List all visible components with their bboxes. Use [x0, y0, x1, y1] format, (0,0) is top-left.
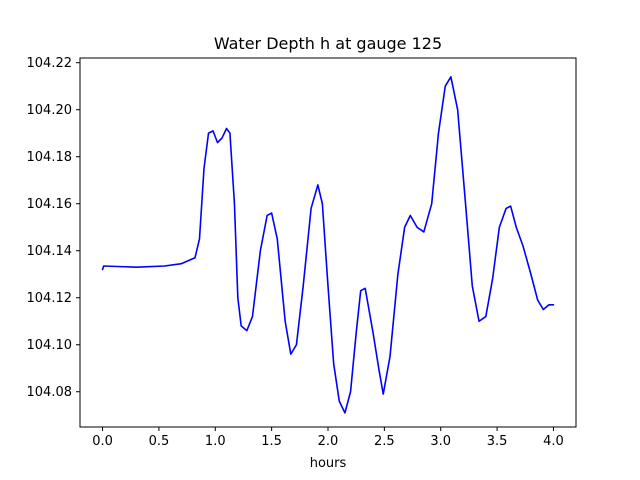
x-tick-label: 0.0: [92, 434, 113, 449]
x-axis: 0.0 0.5 1.0 1.5 2.0 2.5 3.0 3.5 4.0: [92, 427, 564, 449]
chart-title: Water Depth h at gauge 125: [214, 34, 442, 53]
x-axis-label: hours: [310, 456, 347, 471]
y-tick-label: 104.18: [27, 150, 73, 165]
x-tick-label: 3.0: [430, 434, 451, 449]
y-axis: 104.08 104.10 104.12 104.14 104.16 104.18 104.…: [27, 56, 80, 400]
series-line-0: [101, 76, 555, 414]
plot-area: [101, 76, 555, 414]
x-tick-label: 0.5: [149, 434, 170, 449]
x-tick-label: 2.0: [318, 434, 339, 449]
x-tick-label: 1.0: [205, 434, 226, 449]
y-tick-label: 104.12: [27, 291, 73, 306]
x-tick-label: 4.0: [543, 434, 564, 449]
y-tick-label: 104.10: [27, 338, 73, 353]
x-tick-label: 3.5: [487, 434, 508, 449]
y-tick-label: 104.08: [27, 385, 73, 400]
y-tick-label: 104.20: [27, 103, 73, 118]
x-tick-label: 2.5: [374, 434, 395, 449]
plot-frame: [79, 57, 577, 428]
y-tick-label: 104.14: [27, 244, 73, 259]
x-tick-label: 1.5: [261, 434, 282, 449]
y-tick-label: 104.16: [27, 197, 73, 212]
y-tick-label: 104.22: [27, 56, 73, 71]
